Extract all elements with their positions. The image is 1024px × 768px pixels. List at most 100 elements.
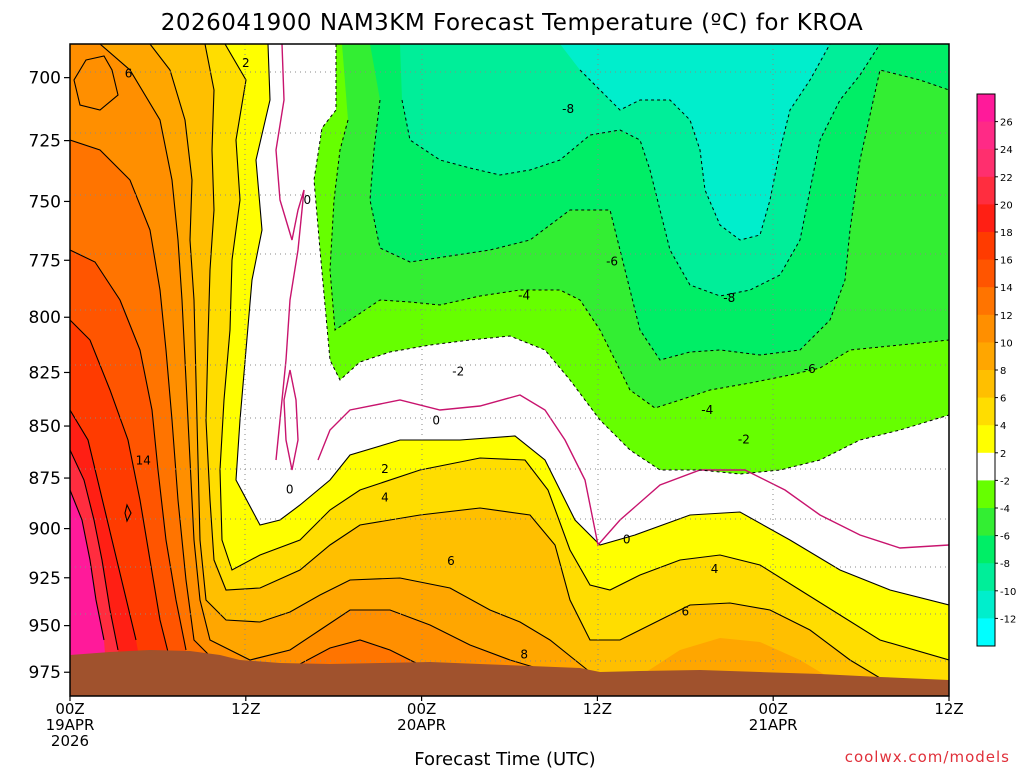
colorbar-swatch — [977, 314, 995, 343]
colorbar-label: 22 — [1000, 173, 1013, 184]
y-tick-label: 925 — [29, 569, 61, 589]
colorbar-swatch — [977, 232, 995, 261]
freezing-isotherm — [275, 44, 949, 549]
contour-label: -8 — [562, 102, 574, 116]
contour-label: 0 — [286, 482, 294, 496]
contour-label: -2 — [452, 364, 464, 378]
contour-label: 8 — [520, 648, 528, 662]
colorbar-label: 26 — [1000, 118, 1013, 129]
colorbar-swatch — [977, 452, 995, 481]
colorbar-swatch — [977, 618, 995, 647]
contour-labels: 6 2 -8 0 -6 -4 -8 -2 -6 -4 0 -2 14 2 0 4 0 6 4 6 8 — [125, 56, 816, 662]
plot-frame — [69, 43, 950, 697]
cold-isotherms — [313, 44, 949, 475]
x-tick-label: 20APR — [397, 716, 446, 734]
x-tick-label: 00Z — [407, 700, 436, 718]
colorbar-label: 4 — [1000, 421, 1006, 432]
colorbar-label: 24 — [1000, 145, 1013, 156]
x-tick-label: 2026 — [51, 732, 89, 750]
band-cyan-m10tom12 — [560, 44, 830, 240]
colorbar-label: -6 — [1000, 532, 1010, 543]
colorbar-label: -10 — [1000, 587, 1016, 598]
grid — [70, 44, 949, 696]
colorbar-swatch — [977, 342, 995, 371]
colorbar-label: 6 — [1000, 394, 1006, 405]
contour-label: -2 — [738, 433, 750, 447]
contour-label: 2 — [242, 56, 250, 70]
x-tick-label: 21APR — [749, 716, 798, 734]
colorbar-swatch — [977, 149, 995, 178]
y-tick-label: 800 — [29, 308, 61, 328]
y-tick-label: 975 — [29, 663, 61, 683]
colorbar-swatch — [977, 480, 995, 509]
colorbar-label: 18 — [1000, 228, 1013, 239]
contour-label: -4 — [518, 289, 530, 303]
colorbar-label: 14 — [1000, 283, 1013, 294]
x-tick-label: 12Z — [583, 700, 612, 718]
colorbar-swatch — [977, 204, 995, 233]
x-tick-label: 19APR — [46, 716, 95, 734]
contour-label: 0 — [623, 533, 631, 547]
y-tick-label: 775 — [29, 251, 61, 271]
plot-area: 6 2 -8 0 -6 -4 -8 -2 -6 -4 0 -2 14 2 0 4 0 6 4 6 8 — [70, 44, 949, 696]
colorbar-swatch — [977, 425, 995, 454]
x-axis-label: Forecast Time (UTC) — [414, 749, 595, 768]
terrain-ground — [70, 650, 949, 696]
contour-label: -6 — [606, 254, 618, 268]
y-tick-label: 725 — [29, 132, 61, 152]
x-tick-label: 12Z — [934, 700, 963, 718]
contour-label: 4 — [381, 490, 389, 504]
contour-label: 6 — [447, 554, 455, 568]
colorbar-label: 16 — [1000, 256, 1013, 267]
colorbar-swatch — [977, 370, 995, 399]
x-tick-label: 00Z — [759, 700, 788, 718]
contour-label: -6 — [804, 362, 816, 376]
colorbar-swatch — [977, 287, 995, 316]
contour-label: -4 — [701, 403, 713, 417]
contour-label: 14 — [136, 453, 151, 467]
colorbar-label: -2 — [1000, 476, 1010, 487]
contour-label: 6 — [125, 67, 133, 81]
colorbar-swatch — [977, 121, 995, 150]
colorbar-label: 12 — [1000, 311, 1013, 322]
colorbar: 26 24 22 20 18 16 14 12 10 8 6 4 2 -2 -4 -6 -8 -10 -12 — [976, 93, 1016, 647]
colorbar-label: -4 — [1000, 504, 1010, 515]
contour-label: 0 — [304, 193, 312, 207]
colorbar-label: 10 — [1000, 338, 1013, 349]
band-pink-22plus — [70, 490, 108, 696]
contour-label: 0 — [432, 414, 440, 428]
x-tick-label: 00Z — [55, 700, 84, 718]
y-tick-label: 700 — [29, 69, 61, 89]
credit-link[interactable]: coolwx.com/models — [845, 748, 1010, 766]
colorbar-label: -12 — [1000, 614, 1016, 625]
colorbar-label: -8 — [1000, 559, 1010, 570]
colorbar-swatch — [977, 94, 995, 123]
band-yellow-2to4 — [70, 44, 949, 696]
colorbar-swatch — [977, 535, 995, 564]
colorbar-swatch — [977, 508, 995, 537]
chart-title: 2026041900 NAM3KM Forecast Temperature (… — [161, 10, 864, 36]
colorbar-swatch — [977, 397, 995, 426]
contour-label: 6 — [681, 604, 689, 618]
y-tick-label: 850 — [29, 417, 61, 437]
colorbar-swatch — [977, 259, 995, 288]
colorbar-swatch — [977, 590, 995, 619]
colorbar-swatch — [977, 563, 995, 592]
y-axis: 700 725 750 775 800 825 850 875 900 925 950 975 — [29, 69, 70, 683]
contour-label: -8 — [723, 291, 735, 305]
colorbar-label: 8 — [1000, 366, 1006, 377]
y-tick-label: 875 — [29, 469, 61, 489]
warm-isotherms — [70, 44, 949, 691]
y-tick-label: 900 — [29, 520, 61, 540]
x-tick-label: 12Z — [231, 700, 260, 718]
contour-label: 4 — [711, 562, 719, 576]
contour-label: 2 — [381, 462, 389, 476]
y-tick-label: 750 — [29, 192, 61, 212]
colorbar-label: 20 — [1000, 200, 1013, 211]
colorbar-swatch — [977, 176, 995, 205]
y-tick-label: 825 — [29, 363, 61, 383]
band-orange-12to14 — [70, 140, 470, 696]
colorbar-label: 2 — [1000, 449, 1006, 460]
